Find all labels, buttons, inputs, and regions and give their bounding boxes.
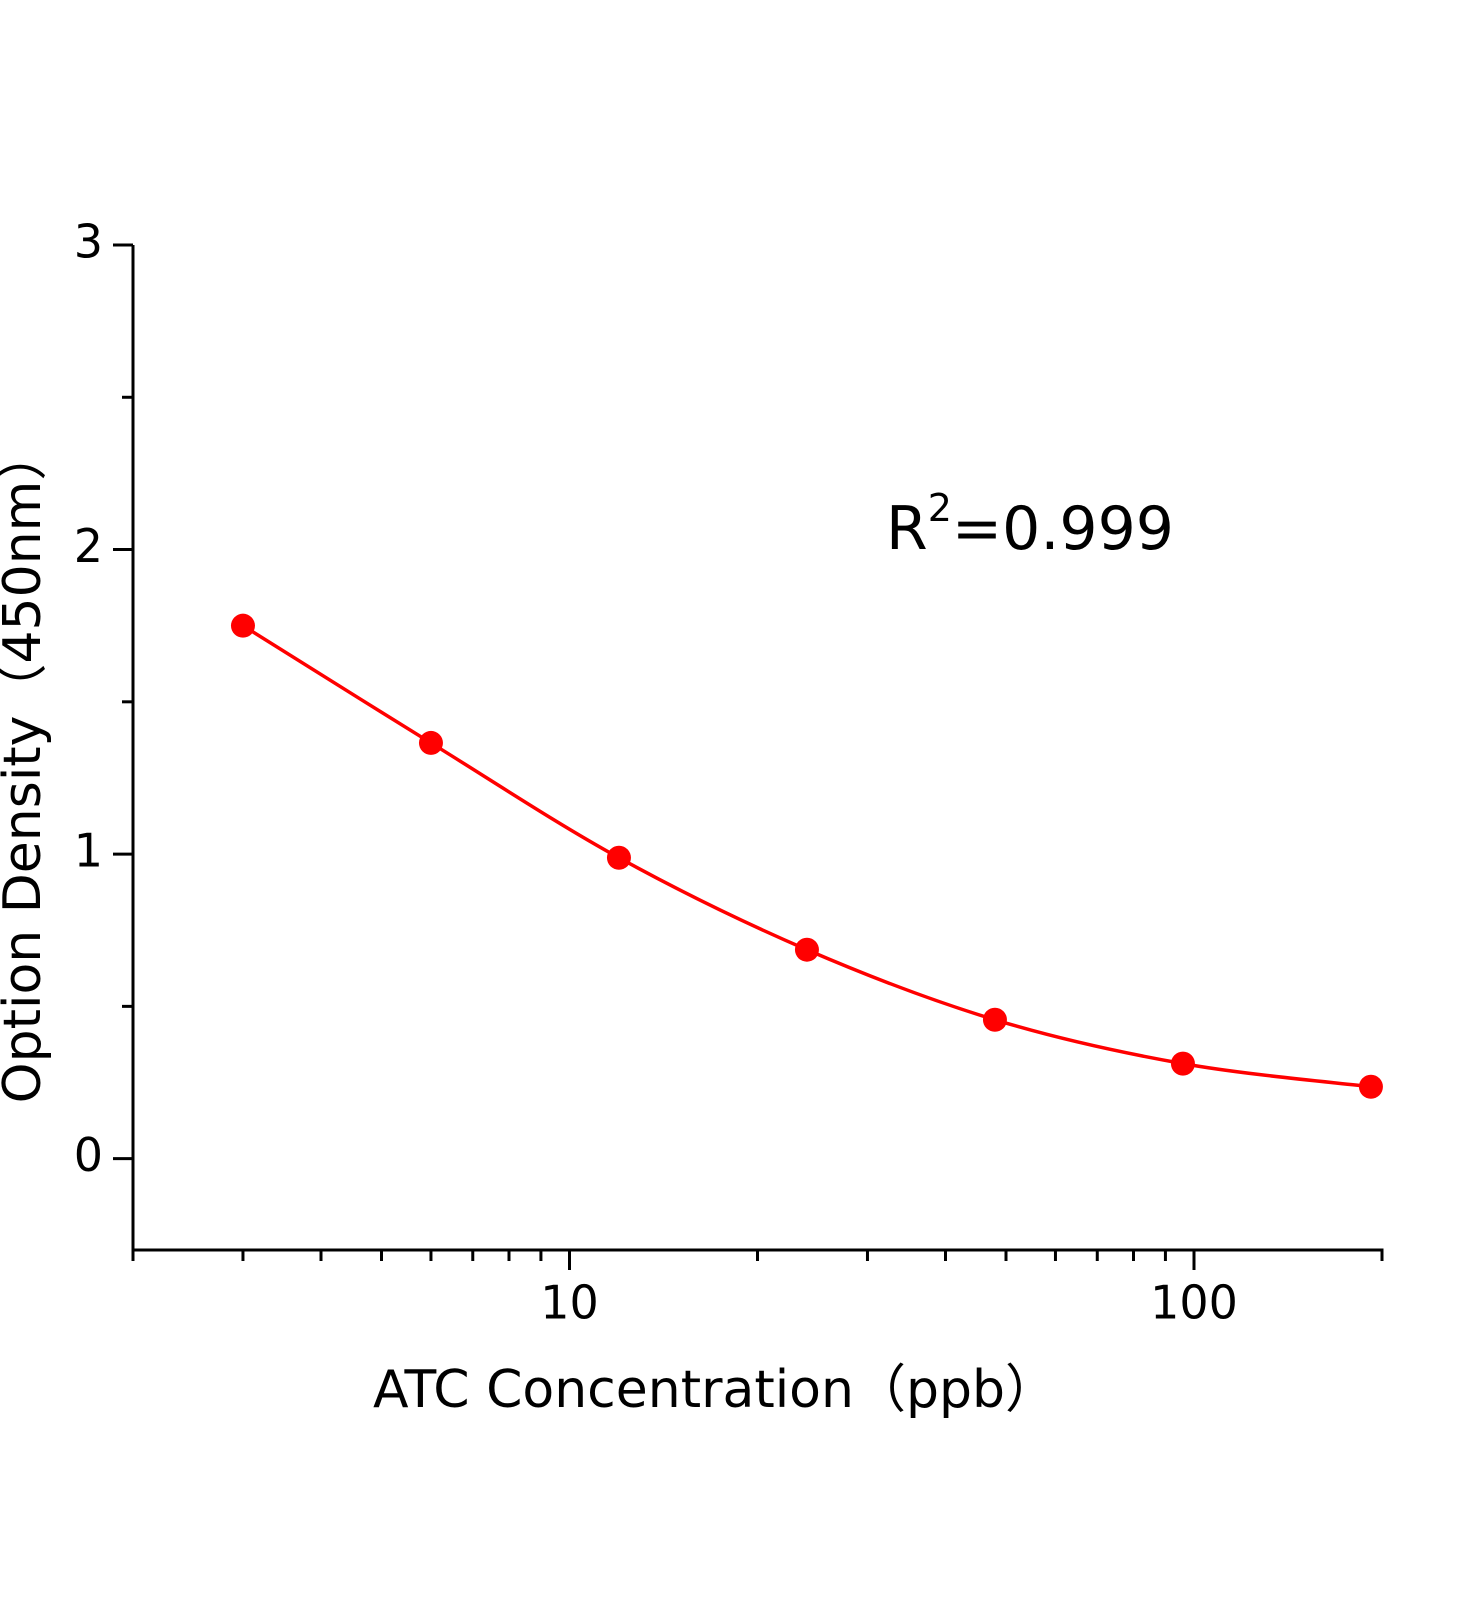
data-point: [418, 730, 443, 755]
y-tick-label: 3: [74, 215, 103, 269]
annotation-rest: =0.999: [952, 494, 1174, 564]
data-point: [982, 1007, 1007, 1032]
y-tick-label: 1: [74, 824, 103, 878]
y-tick-label: 2: [74, 519, 103, 573]
data-point: [794, 937, 819, 962]
annotation-base: R: [886, 494, 928, 564]
x-axis-title: ATC Concentration（ppb）: [373, 1360, 1057, 1420]
data-point: [1170, 1051, 1195, 1076]
x-tick-label: 10: [540, 1276, 599, 1330]
x-tick-label: 100: [1150, 1276, 1238, 1330]
data-point: [230, 613, 255, 638]
annotation: R2=0.999: [886, 486, 1174, 564]
y-axis-title: Option Density（450nm）: [0, 429, 53, 1104]
series-line: [242, 624, 1372, 1089]
data-point: [606, 845, 631, 870]
y-tick-label: 0: [74, 1128, 103, 1182]
annotation-sup: 2: [928, 486, 952, 530]
data-point: [1358, 1074, 1383, 1099]
